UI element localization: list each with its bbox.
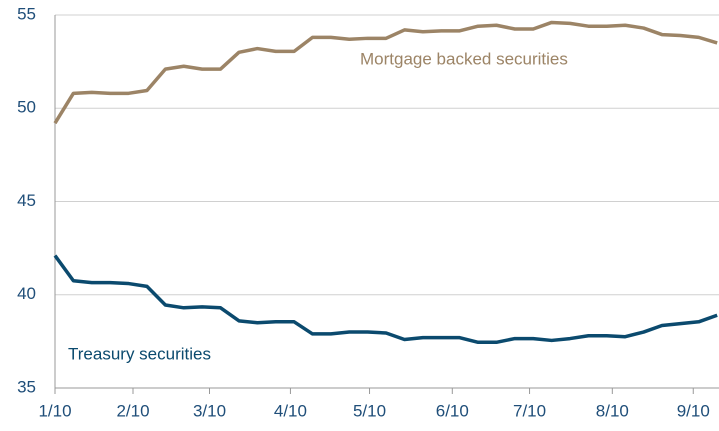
series-line bbox=[53, 20, 718, 125]
x-tick-label: 8/10 bbox=[596, 401, 629, 420]
x-tick-label: 3/10 bbox=[193, 401, 226, 420]
y-tick-label: 40 bbox=[17, 284, 36, 303]
x-tick-label: 6/10 bbox=[436, 401, 469, 420]
x-tick-label: 2/10 bbox=[116, 401, 149, 420]
y-tick-label: 55 bbox=[17, 4, 36, 23]
series-label: Mortgage backed securities bbox=[360, 49, 568, 68]
y-tick-label: 50 bbox=[17, 98, 36, 117]
x-tick-label: 5/10 bbox=[353, 401, 386, 420]
series-label: Treasury securities bbox=[68, 344, 211, 363]
x-tick-label: 4/10 bbox=[274, 401, 307, 420]
series-line bbox=[53, 254, 718, 345]
y-tick-label: 35 bbox=[17, 377, 36, 396]
y-tick-label: 45 bbox=[17, 191, 36, 210]
x-tick-label: 7/10 bbox=[513, 401, 546, 420]
x-tick-label: 9/10 bbox=[677, 401, 710, 420]
x-tick-label: 1/10 bbox=[38, 401, 71, 420]
